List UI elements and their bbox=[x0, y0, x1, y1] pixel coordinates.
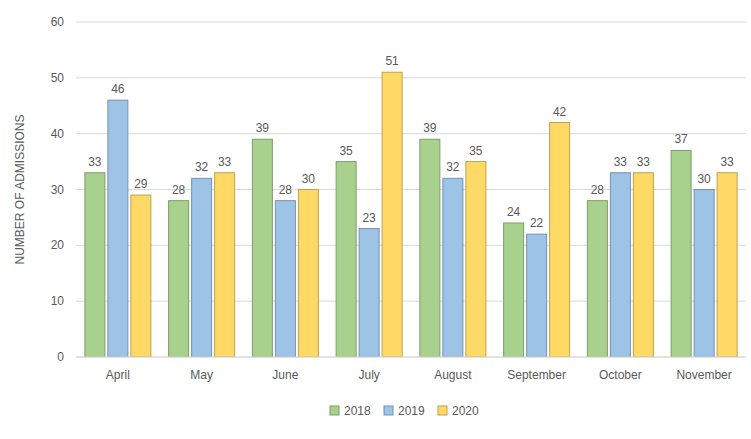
data-label: 33 bbox=[614, 155, 628, 169]
data-label: 28 bbox=[279, 183, 293, 197]
x-tick-label: April bbox=[106, 368, 130, 382]
bar bbox=[671, 150, 691, 357]
y-tick-label: 60 bbox=[51, 15, 65, 29]
y-axis-label: NUMBER OF ADMISSIONS bbox=[13, 114, 27, 264]
y-tick-label: 30 bbox=[51, 183, 65, 197]
grid-line bbox=[76, 22, 746, 23]
bar bbox=[359, 229, 379, 357]
bar bbox=[215, 173, 235, 357]
data-label: 33 bbox=[218, 155, 232, 169]
data-label: 24 bbox=[507, 205, 521, 219]
grid-line bbox=[76, 357, 746, 358]
bar bbox=[587, 201, 607, 357]
y-tick-label: 0 bbox=[57, 350, 64, 364]
legend-label: 2018 bbox=[344, 404, 371, 418]
y-tick-label: 50 bbox=[51, 71, 65, 85]
bars bbox=[85, 72, 737, 357]
bar bbox=[336, 162, 356, 357]
grid-line bbox=[76, 77, 746, 78]
bar bbox=[169, 201, 189, 357]
bar bbox=[108, 100, 128, 357]
bar bbox=[382, 72, 402, 357]
bar bbox=[252, 139, 272, 357]
legend-label: 2020 bbox=[452, 404, 479, 418]
bar bbox=[504, 223, 524, 357]
data-label: 35 bbox=[469, 144, 483, 158]
chart-svg: 0102030405060NUMBER OF ADMISSIONS3328393… bbox=[0, 0, 751, 439]
data-label: 28 bbox=[172, 183, 186, 197]
data-label: 30 bbox=[697, 172, 711, 186]
bar bbox=[85, 173, 105, 357]
legend-swatch bbox=[384, 406, 393, 415]
y-tick-label: 10 bbox=[51, 294, 65, 308]
data-label: 28 bbox=[591, 183, 605, 197]
bar bbox=[694, 190, 714, 358]
y-tick-label: 40 bbox=[51, 127, 65, 141]
legend-swatch bbox=[330, 406, 339, 415]
x-tick-label: July bbox=[358, 368, 379, 382]
grid bbox=[76, 22, 746, 357]
x-tick-label: June bbox=[272, 368, 298, 382]
grid-line bbox=[76, 133, 746, 134]
x-axis-line bbox=[76, 357, 746, 358]
data-label: 22 bbox=[530, 216, 544, 230]
x-tick-label: September bbox=[507, 368, 566, 382]
legend: 2018 2019 2020 bbox=[330, 404, 479, 418]
chart-container: 0102030405060NUMBER OF ADMISSIONS3328393… bbox=[0, 0, 751, 439]
legend-swatch bbox=[438, 406, 447, 415]
x-tick-label: May bbox=[190, 368, 213, 382]
data-label: 39 bbox=[423, 121, 437, 135]
data-label: 33 bbox=[637, 155, 651, 169]
bar bbox=[717, 173, 737, 357]
bar bbox=[131, 195, 151, 357]
data-label: 51 bbox=[385, 54, 399, 68]
data-label: 37 bbox=[674, 132, 688, 146]
data-label: 42 bbox=[553, 105, 567, 119]
bar bbox=[527, 234, 547, 357]
x-tick-label: November bbox=[676, 368, 731, 382]
bar bbox=[466, 162, 486, 357]
legend-label: 2019 bbox=[398, 404, 425, 418]
data-label: 33 bbox=[720, 155, 734, 169]
bar bbox=[420, 139, 440, 357]
data-label: 39 bbox=[256, 121, 270, 135]
data-label: 32 bbox=[195, 160, 209, 174]
data-label: 29 bbox=[134, 177, 148, 191]
data-label: 33 bbox=[88, 155, 102, 169]
bar bbox=[610, 173, 630, 357]
data-label: 23 bbox=[362, 211, 376, 225]
x-tick-label: October bbox=[599, 368, 642, 382]
data-label: 30 bbox=[302, 172, 316, 186]
data-label: 32 bbox=[446, 160, 460, 174]
bar bbox=[275, 201, 295, 357]
bar bbox=[443, 178, 463, 357]
bar bbox=[633, 173, 653, 357]
data-label: 35 bbox=[339, 144, 353, 158]
data-label: 46 bbox=[111, 82, 125, 96]
x-tick-label: August bbox=[434, 368, 472, 382]
y-tick-label: 20 bbox=[51, 238, 65, 252]
bar bbox=[298, 190, 318, 358]
bar bbox=[550, 123, 570, 358]
bar bbox=[192, 178, 212, 357]
data-labels: 33 28 39 35 39 24 28 37 46 32 28 23 32 22 33 30 29 33 30 51… bbox=[88, 54, 734, 230]
